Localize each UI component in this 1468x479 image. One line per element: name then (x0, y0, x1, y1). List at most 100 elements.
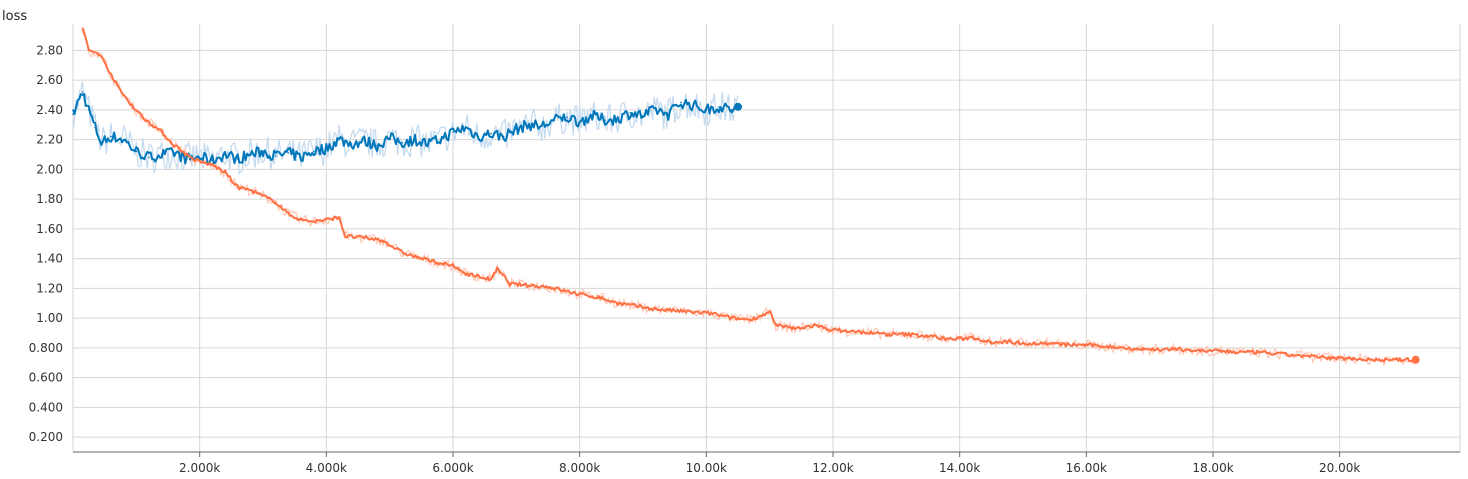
data-point (160, 153, 163, 156)
x-tick-label: 18.00k (1192, 461, 1233, 475)
data-point (116, 85, 119, 87)
data-point (597, 296, 600, 299)
data-point (813, 324, 815, 327)
data-point (515, 128, 518, 130)
data-point (122, 94, 125, 96)
data-point (198, 161, 201, 163)
data-point (262, 150, 264, 153)
data-point (642, 114, 644, 117)
data-point (971, 336, 974, 339)
data-point (496, 268, 499, 270)
data-point (287, 152, 290, 154)
data-point (464, 126, 467, 129)
data-point (94, 126, 96, 129)
x-tick-label: 14.00k (939, 461, 980, 475)
data-point (654, 308, 657, 310)
data-point (338, 216, 340, 218)
data-point (414, 138, 416, 141)
data-point (1332, 357, 1335, 360)
data-point (718, 106, 720, 108)
data-point (1009, 341, 1012, 343)
data-point (401, 251, 404, 254)
data-point (312, 150, 315, 153)
data-point (211, 159, 214, 162)
data-point (578, 120, 581, 123)
x-tick-label: 6.000k (432, 461, 473, 475)
series-end-marker-1[interactable] (1411, 355, 1420, 364)
data-point (170, 141, 172, 144)
data-point (1047, 342, 1050, 345)
data-point (477, 135, 480, 138)
data-point (566, 116, 568, 119)
tick-labels: 0.200 0.400 0.600 0.800 1.00 1.20 1.40 1.60 1.80… (29, 43, 1361, 475)
data-point (692, 311, 695, 313)
data-point (1351, 357, 1354, 360)
x-tick-label: 2.000k (179, 461, 220, 475)
data-point (224, 153, 226, 156)
data-point (1256, 351, 1259, 354)
data-point (768, 311, 771, 313)
data-point (1066, 344, 1069, 346)
data-point (528, 284, 530, 287)
x-tick-label: 12.00k (812, 461, 853, 475)
y-tick-label: 2.60 (36, 73, 63, 87)
data-point (350, 143, 353, 145)
data-point (211, 164, 214, 166)
data-point (667, 113, 670, 116)
x-tick-label: 4.000k (306, 461, 347, 475)
data-point (236, 158, 239, 160)
data-point (908, 333, 910, 336)
data-point (1161, 348, 1164, 351)
data-point (629, 112, 632, 114)
y-tick-label: 0.400 (29, 400, 63, 414)
data-point (591, 114, 594, 117)
data-point (477, 275, 480, 278)
data-point (927, 335, 929, 337)
data-point (274, 155, 277, 157)
data-point (401, 141, 404, 144)
data-point (100, 141, 103, 144)
data-point (540, 125, 543, 127)
raw-series-layer (72, 26, 1417, 368)
data-point (1180, 348, 1183, 351)
data-point (97, 52, 100, 55)
data-point (88, 109, 90, 111)
data-point (141, 116, 144, 119)
data-point (81, 91, 84, 93)
data-point (72, 113, 74, 116)
data-point (148, 156, 150, 159)
series-layer (72, 27, 1420, 364)
data-point (81, 27, 84, 29)
data-point (420, 257, 423, 260)
data-point (262, 195, 264, 197)
data-point (452, 131, 454, 133)
data-point (135, 150, 138, 153)
y-tick-label: 0.800 (29, 341, 63, 355)
data-point (325, 219, 328, 221)
data-point (1313, 355, 1316, 358)
data-point (832, 329, 834, 331)
data-point (439, 262, 442, 264)
data-point (547, 286, 549, 288)
data-point (889, 333, 891, 336)
data-point (189, 156, 191, 159)
data-point (528, 123, 530, 126)
data-point (1389, 358, 1392, 361)
data-point (749, 318, 752, 321)
data-point (160, 131, 163, 133)
data-point (616, 117, 619, 120)
data-point (775, 324, 777, 327)
y-tick-label: 1.40 (36, 252, 63, 266)
series-end-marker-0[interactable] (734, 102, 742, 111)
data-point (502, 135, 505, 138)
data-point (382, 239, 385, 242)
raw-series-line-1 (81, 26, 1417, 368)
data-point (730, 317, 733, 319)
data-point (236, 186, 239, 188)
y-tick-label: 2.80 (36, 43, 63, 57)
data-point (566, 290, 568, 293)
data-point (103, 61, 106, 64)
raw-series-line-0 (72, 81, 739, 176)
data-point (711, 312, 714, 315)
